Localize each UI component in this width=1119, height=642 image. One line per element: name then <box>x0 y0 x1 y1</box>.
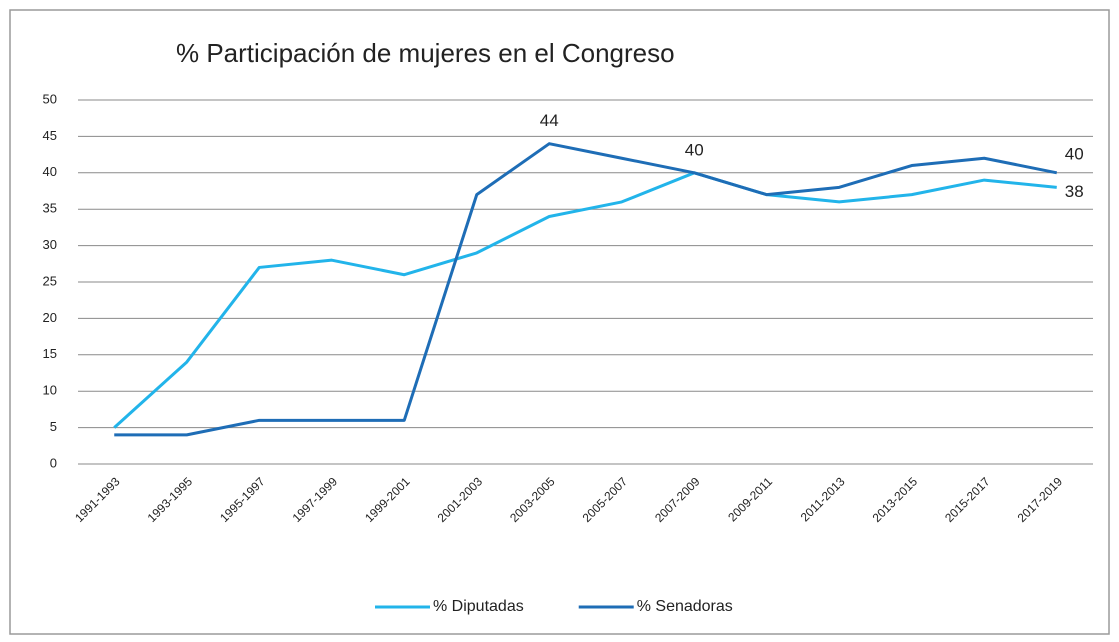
legend-label: % Diputadas <box>433 598 524 615</box>
series-line <box>113 171 1057 429</box>
y-tick-label: 50 <box>43 91 57 106</box>
y-tick-label: 40 <box>43 164 57 179</box>
y-tick-label: 35 <box>43 201 57 216</box>
data-label: 40 <box>1065 144 1084 163</box>
y-tick-label: 30 <box>43 237 57 252</box>
y-tick-label: 45 <box>43 128 57 143</box>
legend-label: % Senadoras <box>637 598 733 615</box>
y-tick-label: 10 <box>43 383 57 398</box>
data-label: 44 <box>540 111 559 130</box>
y-tick-label: 25 <box>43 273 57 288</box>
data-label: 38 <box>1065 182 1084 201</box>
series-line <box>114 142 1058 437</box>
y-tick-label: 20 <box>43 310 57 325</box>
y-tick-label: 15 <box>43 346 57 361</box>
chart-frame <box>9 9 1110 635</box>
data-label: 40 <box>685 140 704 159</box>
y-tick-label: 0 <box>50 455 57 470</box>
chart-title: % Participación de mujeres en el Congres… <box>176 38 675 68</box>
y-tick-label: 5 <box>50 419 57 434</box>
